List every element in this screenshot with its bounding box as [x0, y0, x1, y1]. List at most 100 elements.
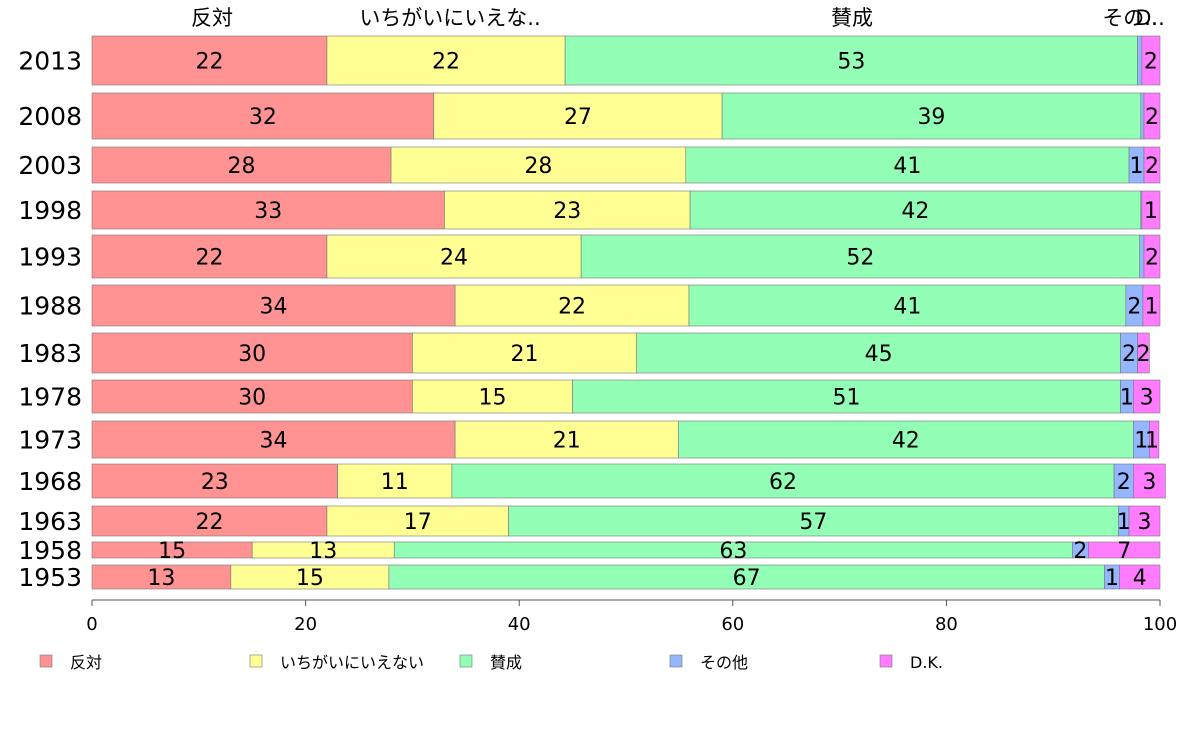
legend-label: その他	[700, 653, 748, 672]
bar-1973-1	[454, 420, 679, 459]
legend-label: 反対	[70, 653, 102, 672]
data-label: 27	[564, 105, 592, 130]
data-label: 1	[1144, 295, 1158, 320]
top-label: その..	[1102, 6, 1157, 30]
data-label: 1	[1145, 429, 1159, 454]
bar-1978-2	[572, 379, 1121, 414]
bar-2003-0	[91, 146, 392, 184]
data-label: 34	[260, 295, 288, 320]
x-tick-label: 20	[294, 614, 317, 635]
bar-1998-2	[689, 190, 1142, 230]
data-label: 2	[1122, 342, 1136, 367]
bar-2008-4	[1143, 92, 1161, 140]
data-label: 2	[1145, 154, 1159, 179]
data-label: 3	[1142, 470, 1156, 495]
bar-1988-2	[688, 284, 1127, 327]
bar-1968-0	[91, 463, 338, 499]
y-tick-label: 1983	[18, 339, 82, 368]
data-label: 1	[1117, 510, 1131, 535]
bar-2008-1	[433, 92, 723, 140]
top-label: いちがいにいえな..	[359, 6, 540, 30]
x-tick-label: 40	[508, 614, 531, 635]
data-label: 2	[1136, 342, 1150, 367]
data-label: 33	[254, 199, 282, 224]
y-tick-label: 1988	[18, 292, 82, 321]
bar-1998-4	[1141, 190, 1161, 230]
data-label: 39	[917, 105, 945, 130]
legend-swatch	[39, 654, 53, 668]
bar-1963-2	[508, 505, 1119, 537]
bar-1973-4	[1149, 420, 1160, 459]
bar-2013-1	[326, 35, 566, 86]
data-label: 41	[893, 295, 921, 320]
data-label: 23	[553, 199, 581, 224]
data-label: 7	[1117, 539, 1131, 564]
bar-1998-0	[91, 190, 445, 230]
data-label: 22	[558, 295, 586, 320]
bar-1993-0	[91, 234, 328, 279]
data-label: 4	[1133, 566, 1147, 591]
data-label: 21	[553, 429, 581, 454]
bar-1978-1	[412, 379, 573, 414]
bar-2008-2	[721, 92, 1142, 140]
y-tick-label: 2008	[18, 102, 82, 131]
y-tick-label: 1998	[18, 196, 82, 225]
y-tick-label: 1968	[18, 467, 82, 496]
y-tick-label: 1993	[18, 243, 82, 272]
data-label: 15	[479, 386, 507, 411]
data-label: 51	[833, 386, 861, 411]
bar-1973-0	[91, 420, 456, 459]
y-tick-label: 1973	[18, 426, 82, 455]
x-axis: 0 20 40 60 80 100	[86, 599, 1177, 635]
data-label: 2	[1145, 105, 1159, 130]
data-label: 1	[1134, 429, 1148, 454]
data-label: 2	[1144, 50, 1158, 75]
legend-swatch	[669, 654, 683, 668]
bar-1953-2	[388, 564, 1105, 590]
data-label: 53	[837, 50, 865, 75]
data-label: 21	[511, 342, 539, 367]
data-label: 42	[892, 429, 920, 454]
top-category-labels: 反対 いちがいにいえな.. 賛成 その..D..	[191, 6, 1165, 30]
bar-1963-1	[326, 505, 509, 537]
bar-2013-3	[1137, 35, 1143, 86]
bar-2013-0	[91, 35, 328, 86]
bar-1978-4	[1133, 379, 1161, 414]
bar-2008-3	[1140, 92, 1145, 140]
bar-1953-4	[1119, 564, 1161, 590]
data-label: 1	[1105, 566, 1119, 591]
legend-label: いちがいにいえない	[280, 653, 424, 672]
bar-1953-1	[230, 564, 390, 590]
bar-1958-4	[1088, 541, 1161, 559]
bar-1953-0	[91, 564, 232, 590]
top-label: 反対	[191, 6, 233, 30]
bar-1988-1	[454, 284, 690, 327]
legend-swatch	[879, 654, 893, 668]
data-label: 17	[404, 510, 432, 535]
legend: 反対 いちがいにいえない 賛成 その他 D.K.	[39, 653, 943, 672]
y-tick-label: 1958	[18, 536, 82, 565]
data-label: 22	[195, 50, 223, 75]
data-label: 3	[1140, 386, 1154, 411]
data-label: 2	[1117, 470, 1131, 495]
data-label: 67	[733, 566, 761, 591]
data-label: 45	[865, 342, 893, 367]
x-tick-label: 0	[86, 614, 97, 635]
data-label: 1	[1120, 386, 1134, 411]
data-label: 32	[249, 105, 277, 130]
top-label: D..	[1135, 6, 1165, 30]
bar-1968-4	[1133, 463, 1166, 499]
y-tick-label: 1953	[18, 563, 82, 592]
bar-1973-2	[678, 420, 1134, 459]
data-label: 1	[1130, 154, 1144, 179]
data-label: 41	[893, 154, 921, 179]
y-axis-labels: 2013 2008 2003 1998 1993 1988 1983 1978 1973 1968…	[18, 47, 82, 593]
y-tick-label: 1978	[18, 383, 82, 412]
bar-1993-2	[580, 234, 1141, 279]
data-label: 22	[195, 246, 223, 271]
top-label: 賛成	[831, 6, 873, 30]
bar-1998-1	[444, 190, 691, 230]
bar-1983-0	[91, 332, 413, 374]
y-tick-label: 2013	[18, 47, 82, 76]
bar-1993-1	[326, 234, 582, 279]
